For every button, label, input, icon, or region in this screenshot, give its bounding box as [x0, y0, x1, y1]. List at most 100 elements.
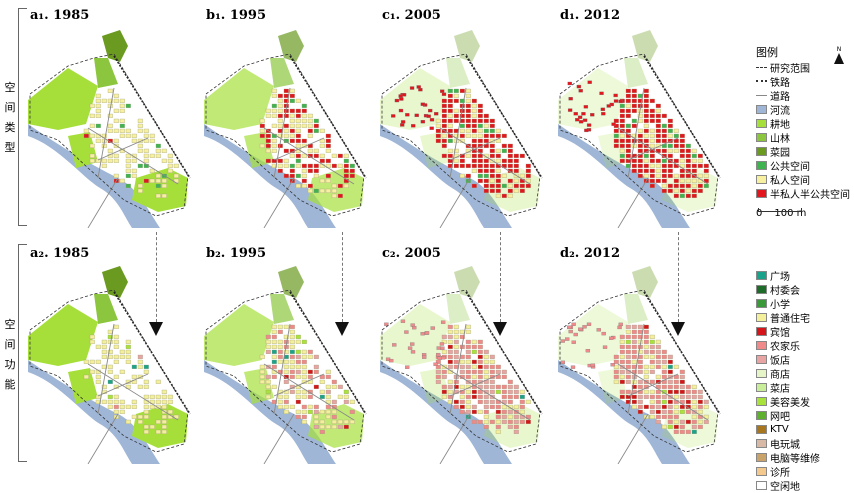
- building-block: [453, 163, 459, 168]
- building-block: [685, 143, 691, 148]
- building-block: [295, 414, 301, 419]
- building-block: [685, 168, 691, 173]
- building-block: [507, 178, 513, 183]
- road-line: [439, 323, 531, 464]
- building-block: [113, 153, 119, 158]
- building-block: [685, 419, 691, 424]
- building-block: [289, 128, 295, 133]
- building-block: [631, 123, 637, 128]
- building-block: [89, 133, 95, 138]
- building-block: [143, 379, 149, 384]
- building-block: [125, 163, 131, 168]
- building-block: [483, 359, 489, 364]
- building-block: [483, 173, 489, 178]
- building-block: [483, 163, 489, 168]
- building-block: [453, 359, 459, 364]
- legend-type-item: 河流: [756, 102, 850, 117]
- building-block: [655, 128, 661, 133]
- building-block: [259, 128, 265, 133]
- building-block: [447, 108, 453, 113]
- building-block: [697, 399, 703, 404]
- building-block: [95, 123, 101, 128]
- building-block: [155, 429, 161, 434]
- building-block: [631, 118, 637, 123]
- building-block: [471, 143, 477, 148]
- building-block: [673, 183, 679, 188]
- building-block: [613, 123, 619, 128]
- building-block: [655, 339, 661, 344]
- legend-func-label: 村委会: [770, 285, 800, 297]
- building-block: [649, 389, 655, 394]
- building-block: [465, 163, 471, 168]
- building-block: [477, 394, 483, 399]
- building-block: [643, 88, 649, 93]
- legend-space-type: 图例 研究范围 铁路 道路 河流 耕地 山林 菜园 公共空间 私人空间 半私人半公共空间 0…: [756, 44, 850, 230]
- building-block: [507, 163, 513, 168]
- building-block: [437, 356, 442, 360]
- building-block: [295, 409, 301, 414]
- building-block: [319, 409, 325, 414]
- building-block: [501, 394, 507, 399]
- building-block: [471, 128, 477, 133]
- building-block: [125, 173, 131, 178]
- building-block: [265, 133, 271, 138]
- building-block: [325, 158, 331, 163]
- building-block: [513, 424, 519, 429]
- building-block: [131, 374, 137, 379]
- building-block: [301, 369, 307, 374]
- building-block: [649, 414, 655, 419]
- building-block: [265, 389, 271, 394]
- building-block: [107, 364, 113, 369]
- building-block: [643, 168, 649, 173]
- building-block: [507, 153, 513, 158]
- building-block: [441, 349, 447, 354]
- farmland-west: [558, 304, 628, 366]
- building-block: [631, 404, 637, 409]
- building-block: [149, 404, 155, 409]
- building-block: [679, 173, 685, 178]
- building-block: [495, 173, 501, 178]
- building-block: [295, 118, 301, 123]
- building-block: [613, 128, 619, 133]
- building-block: [313, 153, 319, 158]
- building-block: [495, 193, 501, 198]
- building-block: [625, 359, 631, 364]
- building-block: [265, 143, 271, 148]
- building-block: [447, 93, 453, 98]
- building-block: [661, 349, 667, 354]
- legend-line-railway: 铁路: [756, 74, 850, 89]
- building-block: [667, 424, 673, 429]
- arrow-line-c: [500, 232, 501, 322]
- building-block: [459, 163, 465, 168]
- legend-func-label: 空闲地: [770, 481, 800, 493]
- legend-func-swatch: [756, 284, 767, 294]
- building-block: [643, 334, 649, 339]
- building-block: [471, 379, 477, 384]
- map-a2: [28, 266, 191, 464]
- building-block: [325, 424, 331, 429]
- building-block: [513, 384, 519, 389]
- building-block: [420, 102, 426, 106]
- building-block: [625, 389, 631, 394]
- building-block: [513, 404, 519, 409]
- building-block: [501, 384, 507, 389]
- building-block: [649, 404, 655, 409]
- building-block: [691, 389, 697, 394]
- building-block: [447, 118, 453, 123]
- building-block: [89, 334, 95, 339]
- building-block: [107, 349, 113, 354]
- building-block: [679, 409, 685, 414]
- building-block: [113, 404, 119, 409]
- building-block: [495, 384, 501, 389]
- legend-type-swatch: [756, 160, 767, 170]
- building-block: [101, 339, 107, 344]
- building-block: [465, 103, 471, 108]
- building-block: [619, 158, 625, 163]
- building-block: [691, 384, 697, 389]
- building-block: [343, 163, 349, 168]
- building-block: [125, 133, 131, 138]
- building-block: [661, 138, 667, 143]
- building-block: [113, 409, 119, 414]
- building-block: [661, 183, 667, 188]
- building-block: [307, 404, 313, 409]
